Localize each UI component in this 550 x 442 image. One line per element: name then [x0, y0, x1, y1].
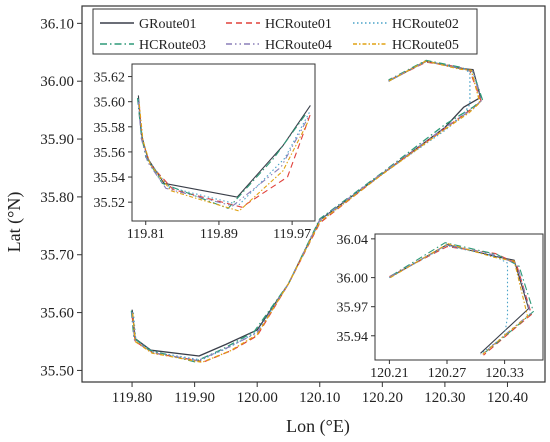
inset-right-y-tick-label: 35.94: [337, 330, 369, 345]
inset-left-series-hcroute03: [136, 97, 307, 209]
main-y-tick-label: 35.90: [40, 132, 74, 148]
inset-right-series-groute01: [389, 244, 530, 354]
inset-right-y-tick-label: 35.97: [337, 301, 369, 316]
inset-right-series-hcroute03: [391, 242, 534, 353]
inset-left-series-group: [136, 95, 311, 212]
main-x-tick-label: 120.30: [424, 390, 465, 406]
main-x-tick-label: 119.80: [112, 390, 153, 406]
inset-left-series-hcroute04: [137, 101, 310, 207]
inset-left-series-hcroute05: [138, 104, 310, 212]
inset-right-y-tick-label: 36.04: [337, 233, 369, 248]
x-axis-title: Lon (°E): [286, 416, 350, 437]
inset-right-plot: 120.21 120.27 120.33 35.94 35.97 36.00 36.04: [337, 233, 544, 381]
main-y-tick-label: 35.50: [40, 363, 74, 379]
main-series-hcroute05: [132, 60, 481, 363]
legend-label-hcroute01: HCRoute01: [265, 17, 332, 32]
inset-left-y-tick-label: 35.62: [94, 71, 126, 86]
main-series-hcroute02: [132, 60, 471, 361]
legend-label-hcroute02: HCRoute02: [392, 17, 459, 32]
main-series-group: [130, 59, 484, 363]
inset-right-series-hcroute01: [389, 246, 533, 356]
y-axis-title: Lat (°N): [4, 192, 25, 253]
main-x-tick-label: 120.40: [487, 390, 528, 406]
inset-left-y-tick-label: 35.58: [94, 121, 126, 136]
legend: GRoute01 HCRoute01 HCRoute02 HCRoute03 HCRou…: [92, 8, 478, 55]
inset-left-x-tick-label: 119.81: [127, 227, 165, 242]
main-x-tick-label: 120.00: [237, 390, 278, 406]
main-series-hcroute04: [131, 60, 482, 362]
main-x-tick-label: 120.20: [362, 390, 403, 406]
main-y-tick-label: 36.10: [40, 16, 74, 32]
inset-left-x-tick-label: 119.97: [273, 227, 311, 242]
inset-left-y-tick-label: 35.54: [94, 171, 126, 186]
main-y-tick-label: 36.00: [40, 74, 74, 90]
inset-right-series-hcroute02: [389, 245, 509, 355]
inset-right-series-hcroute04: [390, 244, 532, 355]
inset-left-y-tick-label: 35.52: [94, 196, 126, 211]
inset-right-x-tick-label: 120.27: [428, 366, 467, 381]
main-x-tick-label: 120.10: [299, 390, 340, 406]
inset-left-y-tick-label: 35.60: [94, 96, 126, 111]
inset-right-x-tick-label: 120.21: [370, 366, 409, 381]
legend-label-hcroute05: HCRoute05: [392, 38, 459, 53]
inset-right-series-group: [389, 242, 534, 356]
legend-box: [92, 8, 478, 55]
inset-right-series-hcroute05: [390, 243, 529, 356]
main-y-tick-label: 35.60: [40, 306, 74, 322]
inset-right-x-tick-label: 120.33: [485, 366, 524, 381]
main-y-tick-label: 35.80: [40, 190, 74, 206]
main-y-tick-label: 35.70: [40, 248, 74, 264]
inset-left-y-tick-label: 35.56: [94, 146, 126, 161]
legend-label-hcroute04: HCRoute04: [265, 38, 332, 53]
main-series-hcroute03: [130, 59, 484, 363]
inset-left-x-tick-label: 119.89: [200, 227, 238, 242]
inset-left-frame: [131, 63, 316, 222]
legend-label-hcroute03: HCRoute03: [139, 38, 206, 53]
main-x-tick-label: 119.90: [174, 390, 215, 406]
inset-right-y-tick-label: 36.00: [337, 272, 369, 287]
inset-left-plot: 119.81 119.89 119.97 35.52 35.54 35.56 35.58 35…: [94, 63, 316, 242]
inset-right-frame: [374, 233, 544, 361]
legend-label-groute01: GRoute01: [139, 17, 197, 32]
